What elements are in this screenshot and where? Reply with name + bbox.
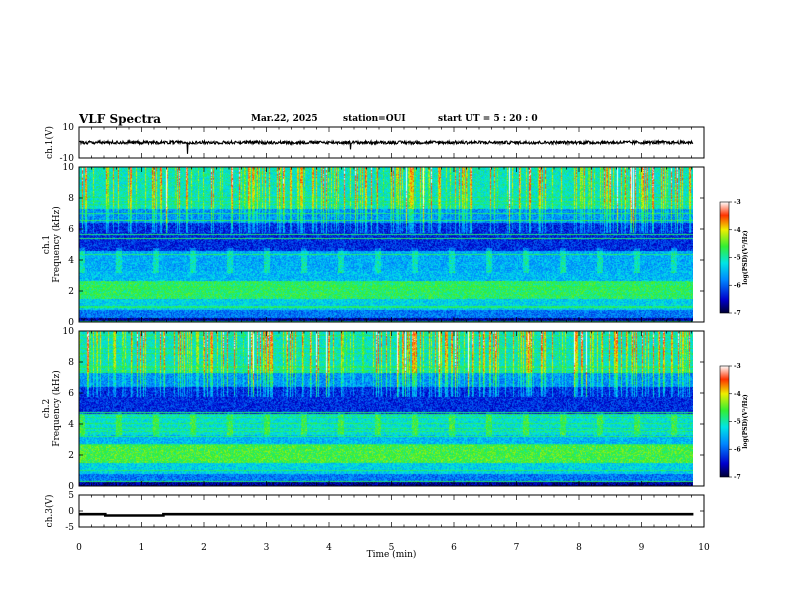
colorbar-tick-label: -5 [734, 419, 741, 426]
ch2-spec-ytick-label: 4 [68, 420, 74, 430]
colorbar-ch2 [719, 365, 730, 478]
start-ut-label: start UT = 5 : 20 : 0 [438, 114, 538, 124]
colorbar-tick-label: -6 [734, 282, 741, 289]
ch2-spec-ytick-label: 10 [63, 327, 75, 337]
spectrogram-image-ch2 [79, 331, 693, 486]
colorbar-tick-label: -7 [734, 474, 741, 481]
ch2-spec-ylabel-2: Frequency (kHz) [51, 370, 62, 447]
x-axis-label: Time (min) [367, 549, 417, 560]
xtick-label: 5 [389, 543, 395, 553]
ch1-spec-ytick-label: 2 [68, 287, 74, 297]
colorbar-label-ch1: log(PSD)(V²/Hz) [742, 230, 749, 285]
ch1-spec-ytick-label: 10 [63, 163, 75, 173]
colorbar-tick-label: -7 [734, 310, 741, 317]
xtick-label: 3 [264, 543, 270, 553]
ch1-spec-ytick-label: 8 [68, 194, 74, 204]
xtick-label: 10 [698, 543, 710, 553]
ch2-spec-ytick-label: 8 [68, 358, 74, 368]
ch2-spec-ylabel-1: ch.2 [42, 399, 52, 418]
xtick-label: 8 [576, 543, 582, 553]
colorbar-tick-label: -6 [734, 446, 741, 453]
xtick-label: 6 [451, 543, 457, 553]
ch1-spec-ytick-label: 0 [68, 318, 74, 328]
spectrogram-image-ch1 [79, 167, 693, 322]
station-label: station=OUI [343, 114, 406, 124]
date-label: Mar.22, 2025 [251, 114, 318, 124]
ch2-spec-ytick-label: 6 [68, 389, 74, 399]
colorbar-tick-label: -3 [734, 199, 741, 206]
xtick-label: 9 [639, 543, 645, 553]
xtick-label: 4 [326, 543, 332, 553]
ch3-level-ytick-label: 0 [68, 507, 74, 517]
colorbar-tick-label: -5 [734, 255, 741, 262]
colorbar-tick-label: -3 [734, 363, 741, 370]
xtick-label: 2 [201, 543, 207, 553]
ch1-spec-ytick-label: 4 [68, 256, 74, 266]
xtick-label: 1 [139, 543, 145, 553]
xtick-label: 7 [514, 543, 520, 553]
ch2-spec-ytick-label: 0 [68, 482, 74, 492]
colorbar-label-ch2: log(PSD)(V²/Hz) [742, 394, 749, 449]
ch1-waveform-line [79, 138, 694, 154]
ch1-spec-ylabel-1: ch.1 [42, 235, 52, 254]
ch3-level-ytick-label: 5 [68, 491, 74, 501]
ch2-spec-ytick-label: 2 [68, 451, 74, 461]
ch1-waveform-ytick-label: 10 [63, 123, 75, 133]
ch1-waveform-ytick-label: -10 [60, 154, 75, 164]
ch1-spec-ytick-label: 6 [68, 225, 74, 235]
ch1-spec-ylabel-2: Frequency (kHz) [51, 206, 62, 283]
ch3-level-ylabel: ch.3(V) [44, 495, 55, 528]
ch3-level-ytick-label: -5 [65, 523, 74, 533]
xtick-label: 0 [76, 543, 82, 553]
chart-title: VLF Spectra [79, 112, 162, 126]
ch1-waveform-ylabel: ch.1(V) [44, 126, 55, 159]
ch3-level-line [79, 512, 694, 517]
colorbar-tick-label: -4 [734, 391, 741, 398]
colorbar-ch1 [719, 201, 730, 314]
colorbar-tick-label: -4 [734, 227, 741, 234]
